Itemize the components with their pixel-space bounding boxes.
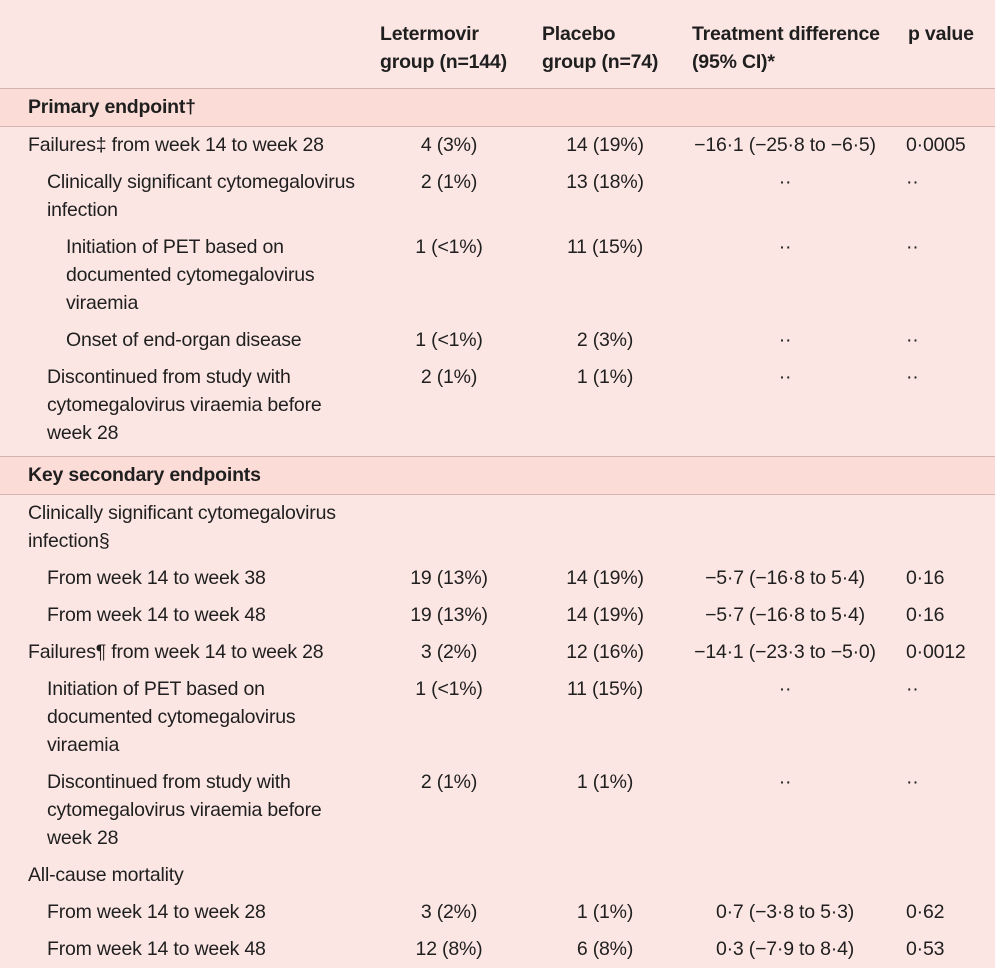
section-title: Key secondary endpoints (0, 457, 995, 495)
treatment-difference-value (680, 495, 896, 561)
table-row: Clinically significant cytomegalovirus i… (0, 495, 995, 561)
results-table-page: Letermovir group (n=144) Placebo group (… (0, 0, 995, 943)
treatment-difference-value (680, 857, 896, 894)
placebo-value: 2 (3%) (530, 322, 680, 359)
p-value: 0·16 (896, 597, 995, 634)
row-label: From week 14 to week 28 (0, 894, 368, 931)
table-row: Discontinued from study with cytomegalov… (0, 764, 995, 857)
treatment-difference-value: ·· (680, 164, 896, 229)
row-label: Discontinued from study with cytomegalov… (0, 359, 368, 457)
table-row: Initiation of PET based on documented cy… (0, 229, 995, 322)
p-value: ·· (896, 359, 995, 457)
placebo-value: 1 (1%) (530, 764, 680, 857)
letermovir-value: 19 (13%) (368, 560, 530, 597)
letermovir-value (368, 857, 530, 894)
p-value: ·· (896, 671, 995, 764)
placebo-value: 14 (19%) (530, 560, 680, 597)
table-row: Clinically significant cytomegalovirus i… (0, 164, 995, 229)
treatment-difference-value: 0·7 (−3·8 to 5·3) (680, 894, 896, 931)
letermovir-value: 12 (8%) (368, 931, 530, 968)
letermovir-value: 2 (1%) (368, 764, 530, 857)
treatment-difference-value: ·· (680, 764, 896, 857)
treatment-difference-value: −16·1 (−25·8 to −6·5) (680, 127, 896, 165)
row-label: Failures¶ from week 14 to week 28 (0, 634, 368, 671)
row-label: Discontinued from study with cytomegalov… (0, 764, 368, 857)
row-label: Initiation of PET based on documented cy… (0, 229, 368, 322)
row-label: Initiation of PET based on documented cy… (0, 671, 368, 764)
p-value: ·· (896, 164, 995, 229)
letermovir-value: 1 (<1%) (368, 229, 530, 322)
p-value: 0·16 (896, 560, 995, 597)
placebo-value: 14 (19%) (530, 127, 680, 165)
p-value: ·· (896, 764, 995, 857)
letermovir-value: 2 (1%) (368, 359, 530, 457)
treatment-difference-value: ·· (680, 229, 896, 322)
p-value: 0·62 (896, 894, 995, 931)
placebo-value: 12 (16%) (530, 634, 680, 671)
treatment-difference-value: ·· (680, 671, 896, 764)
row-label: Onset of end-organ disease (0, 322, 368, 359)
letermovir-value: 19 (13%) (368, 597, 530, 634)
row-label: From week 14 to week 48 (0, 597, 368, 634)
placebo-value: 11 (15%) (530, 671, 680, 764)
row-label: Clinically significant cytomegalovirus i… (0, 495, 368, 561)
treatment-difference-value: −5·7 (−16·8 to 5·4) (680, 560, 896, 597)
table-row: All-cause mortality (0, 857, 995, 894)
letermovir-value: 1 (<1%) (368, 322, 530, 359)
p-value (896, 857, 995, 894)
header-treatment-difference: Treatment difference (95% CI)* (680, 0, 896, 89)
header-label-column (0, 0, 368, 89)
letermovir-value: 3 (2%) (368, 894, 530, 931)
letermovir-value: 1 (<1%) (368, 671, 530, 764)
treatment-difference-value: ·· (680, 359, 896, 457)
row-label: Failures‡ from week 14 to week 28 (0, 127, 368, 165)
placebo-value: 13 (18%) (530, 164, 680, 229)
section-title: Primary endpoint† (0, 89, 995, 127)
section-header-row: Key secondary endpoints (0, 457, 995, 495)
placebo-value: 1 (1%) (530, 359, 680, 457)
letermovir-value: 2 (1%) (368, 164, 530, 229)
placebo-value (530, 495, 680, 561)
table-body: Primary endpoint†Failures‡ from week 14 … (0, 89, 995, 968)
letermovir-value: 3 (2%) (368, 634, 530, 671)
p-value: 0·53 (896, 931, 995, 968)
row-label: Clinically significant cytomegalovirus i… (0, 164, 368, 229)
p-value: ·· (896, 229, 995, 322)
header-p-value: p value (896, 0, 995, 89)
letermovir-value (368, 495, 530, 561)
table-header: Letermovir group (n=144) Placebo group (… (0, 0, 995, 89)
row-label: From week 14 to week 38 (0, 560, 368, 597)
treatment-difference-value: 0·3 (−7·9 to 8·4) (680, 931, 896, 968)
table-row: Discontinued from study with cytomegalov… (0, 359, 995, 457)
header-letermovir: Letermovir group (n=144) (368, 0, 530, 89)
placebo-value: 14 (19%) (530, 597, 680, 634)
letermovir-value: 4 (3%) (368, 127, 530, 165)
placebo-value: 6 (8%) (530, 931, 680, 968)
row-label: From week 14 to week 48 (0, 931, 368, 968)
placebo-value: 11 (15%) (530, 229, 680, 322)
treatment-difference-value: ·· (680, 322, 896, 359)
p-value (896, 495, 995, 561)
p-value: ·· (896, 322, 995, 359)
treatment-difference-value: −5·7 (−16·8 to 5·4) (680, 597, 896, 634)
p-value: 0·0005 (896, 127, 995, 165)
treatment-difference-value: −14·1 (−23·3 to −5·0) (680, 634, 896, 671)
header-placebo: Placebo group (n=74) (530, 0, 680, 89)
table-row: Initiation of PET based on documented cy… (0, 671, 995, 764)
placebo-value: 1 (1%) (530, 894, 680, 931)
row-label: All-cause mortality (0, 857, 368, 894)
section-header-row: Primary endpoint† (0, 89, 995, 127)
placebo-value (530, 857, 680, 894)
p-value: 0·0012 (896, 634, 995, 671)
